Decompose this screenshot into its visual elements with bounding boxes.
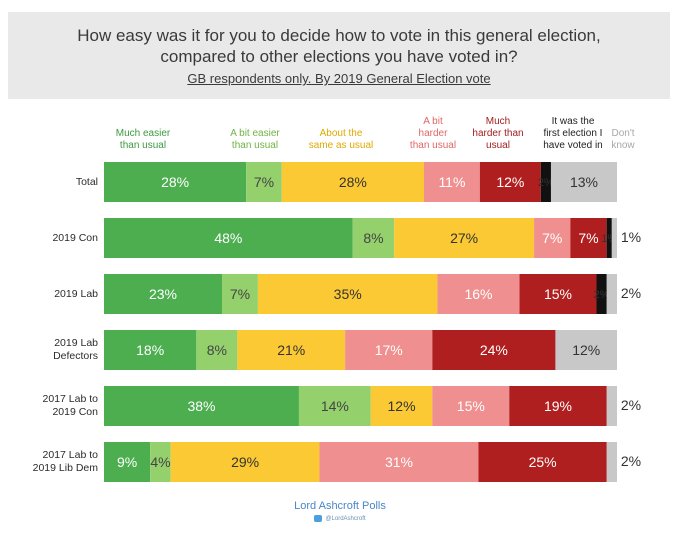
twitter-handle: @LordAshcroft bbox=[0, 515, 680, 522]
chart-title-line-2: compared to other elections you have vot… bbox=[160, 47, 518, 66]
value-label: 24% bbox=[480, 342, 508, 358]
bar-segment bbox=[221, 274, 258, 314]
value-label: 38% bbox=[187, 398, 215, 414]
bar-segment bbox=[246, 162, 282, 202]
value-label: 7% bbox=[230, 286, 250, 302]
bar-segment bbox=[606, 386, 617, 426]
value-label: 14% bbox=[321, 398, 349, 414]
value-label: 2% bbox=[621, 453, 641, 469]
value-label: 19% bbox=[544, 398, 572, 414]
value-label: 23% bbox=[149, 286, 177, 302]
value-label: 7% bbox=[254, 174, 274, 190]
bar-segment bbox=[555, 330, 617, 370]
bar-segment bbox=[370, 386, 433, 426]
bar-segment bbox=[104, 274, 222, 314]
bar-segment bbox=[319, 442, 479, 482]
value-label: 13% bbox=[570, 174, 598, 190]
category-label: 2019 Con bbox=[52, 231, 98, 244]
value-label: 7% bbox=[578, 230, 598, 246]
bar-segment bbox=[345, 330, 433, 370]
value-label: 25% bbox=[529, 454, 557, 470]
source-credit: Lord Ashcroft Polls bbox=[294, 500, 386, 512]
bar-segment bbox=[534, 218, 571, 258]
value-label: 4% bbox=[150, 454, 170, 470]
value-label: 15% bbox=[457, 398, 485, 414]
legend-item: About the same as usual bbox=[308, 128, 374, 151]
bar-segment bbox=[437, 274, 520, 314]
bar-segment bbox=[150, 442, 171, 482]
bar-segment bbox=[352, 218, 395, 258]
bar-segment bbox=[281, 162, 424, 202]
value-label: 11% bbox=[438, 174, 465, 190]
bar-segment bbox=[478, 442, 607, 482]
bar-segment bbox=[237, 330, 346, 370]
bar-segment bbox=[298, 386, 371, 426]
bar-segment bbox=[509, 386, 607, 426]
value-label: 8% bbox=[207, 342, 227, 358]
bar-segment bbox=[611, 218, 617, 258]
legend-item: Much easier than usual bbox=[115, 128, 171, 151]
value-label: 1% bbox=[621, 229, 641, 245]
bar-segment bbox=[606, 442, 617, 482]
value-label: 12% bbox=[496, 174, 524, 190]
value-label: 2% bbox=[621, 397, 641, 413]
legend-item: Don't know bbox=[611, 128, 635, 151]
legend-item: It was the first election I have voted i… bbox=[543, 116, 603, 151]
legend-item: A bit harder than usual bbox=[409, 116, 457, 151]
bar-segment bbox=[423, 162, 480, 202]
value-label: 27% bbox=[450, 230, 478, 246]
legend-item: A bit easier than usual bbox=[230, 128, 280, 151]
category-label: 2019 Lab Defectors bbox=[53, 337, 98, 362]
value-label: 7% bbox=[542, 230, 562, 246]
bar-segment bbox=[170, 442, 320, 482]
bar-segment bbox=[540, 162, 551, 202]
value-label: 28% bbox=[161, 174, 189, 190]
chart-subtitle: GB respondents only. By 2019 General Ele… bbox=[187, 71, 491, 86]
value-label: 29% bbox=[231, 454, 259, 470]
bar-segment bbox=[104, 386, 299, 426]
value-label: 2% bbox=[594, 289, 610, 301]
bar-segment bbox=[196, 330, 238, 370]
legend-item: Much harder than usual bbox=[472, 116, 524, 151]
title-panel: How easy was it for you to decide how to… bbox=[8, 12, 670, 99]
category-label: Total bbox=[75, 175, 98, 188]
value-label: 31% bbox=[385, 454, 413, 470]
twitter-icon bbox=[314, 515, 323, 522]
category-label: 2017 Lab to 2019 Lib Dem bbox=[32, 449, 98, 474]
value-label: 12% bbox=[572, 342, 600, 358]
value-label: 17% bbox=[375, 342, 403, 358]
bar-segment bbox=[104, 218, 353, 258]
bar-segment bbox=[394, 218, 535, 258]
value-label: 18% bbox=[136, 342, 164, 358]
bar-segment bbox=[570, 218, 607, 258]
value-label: 15% bbox=[544, 286, 572, 302]
value-label: 12% bbox=[388, 398, 416, 414]
bar-segment bbox=[104, 162, 247, 202]
bar-segment bbox=[104, 330, 197, 370]
category-label: 2019 Lab bbox=[54, 287, 98, 300]
value-label: 48% bbox=[214, 230, 242, 246]
value-label: 8% bbox=[363, 230, 383, 246]
value-label: 28% bbox=[339, 174, 367, 190]
value-label: 21% bbox=[277, 342, 305, 358]
chart-title-line-1: How easy was it for you to decide how to… bbox=[77, 26, 601, 45]
category-label: 2017 Lab to 2019 Con bbox=[42, 393, 98, 418]
bar-segment bbox=[606, 218, 612, 258]
bar-segment bbox=[519, 274, 597, 314]
bar-segment bbox=[104, 442, 151, 482]
value-label: 16% bbox=[464, 286, 492, 302]
bar-segment bbox=[257, 274, 438, 314]
bar-segment bbox=[432, 330, 556, 370]
value-label: 2% bbox=[621, 285, 641, 301]
bar-segment bbox=[606, 274, 617, 314]
bar-segment bbox=[432, 386, 510, 426]
bar-segment bbox=[550, 162, 617, 202]
bar-segment bbox=[596, 274, 607, 314]
value-label: 2% bbox=[538, 177, 554, 189]
bar-segment bbox=[479, 162, 541, 202]
twitter-handle-text: @LordAshcroft bbox=[325, 516, 366, 523]
value-label: 35% bbox=[334, 286, 362, 302]
value-label: 9% bbox=[117, 454, 137, 470]
